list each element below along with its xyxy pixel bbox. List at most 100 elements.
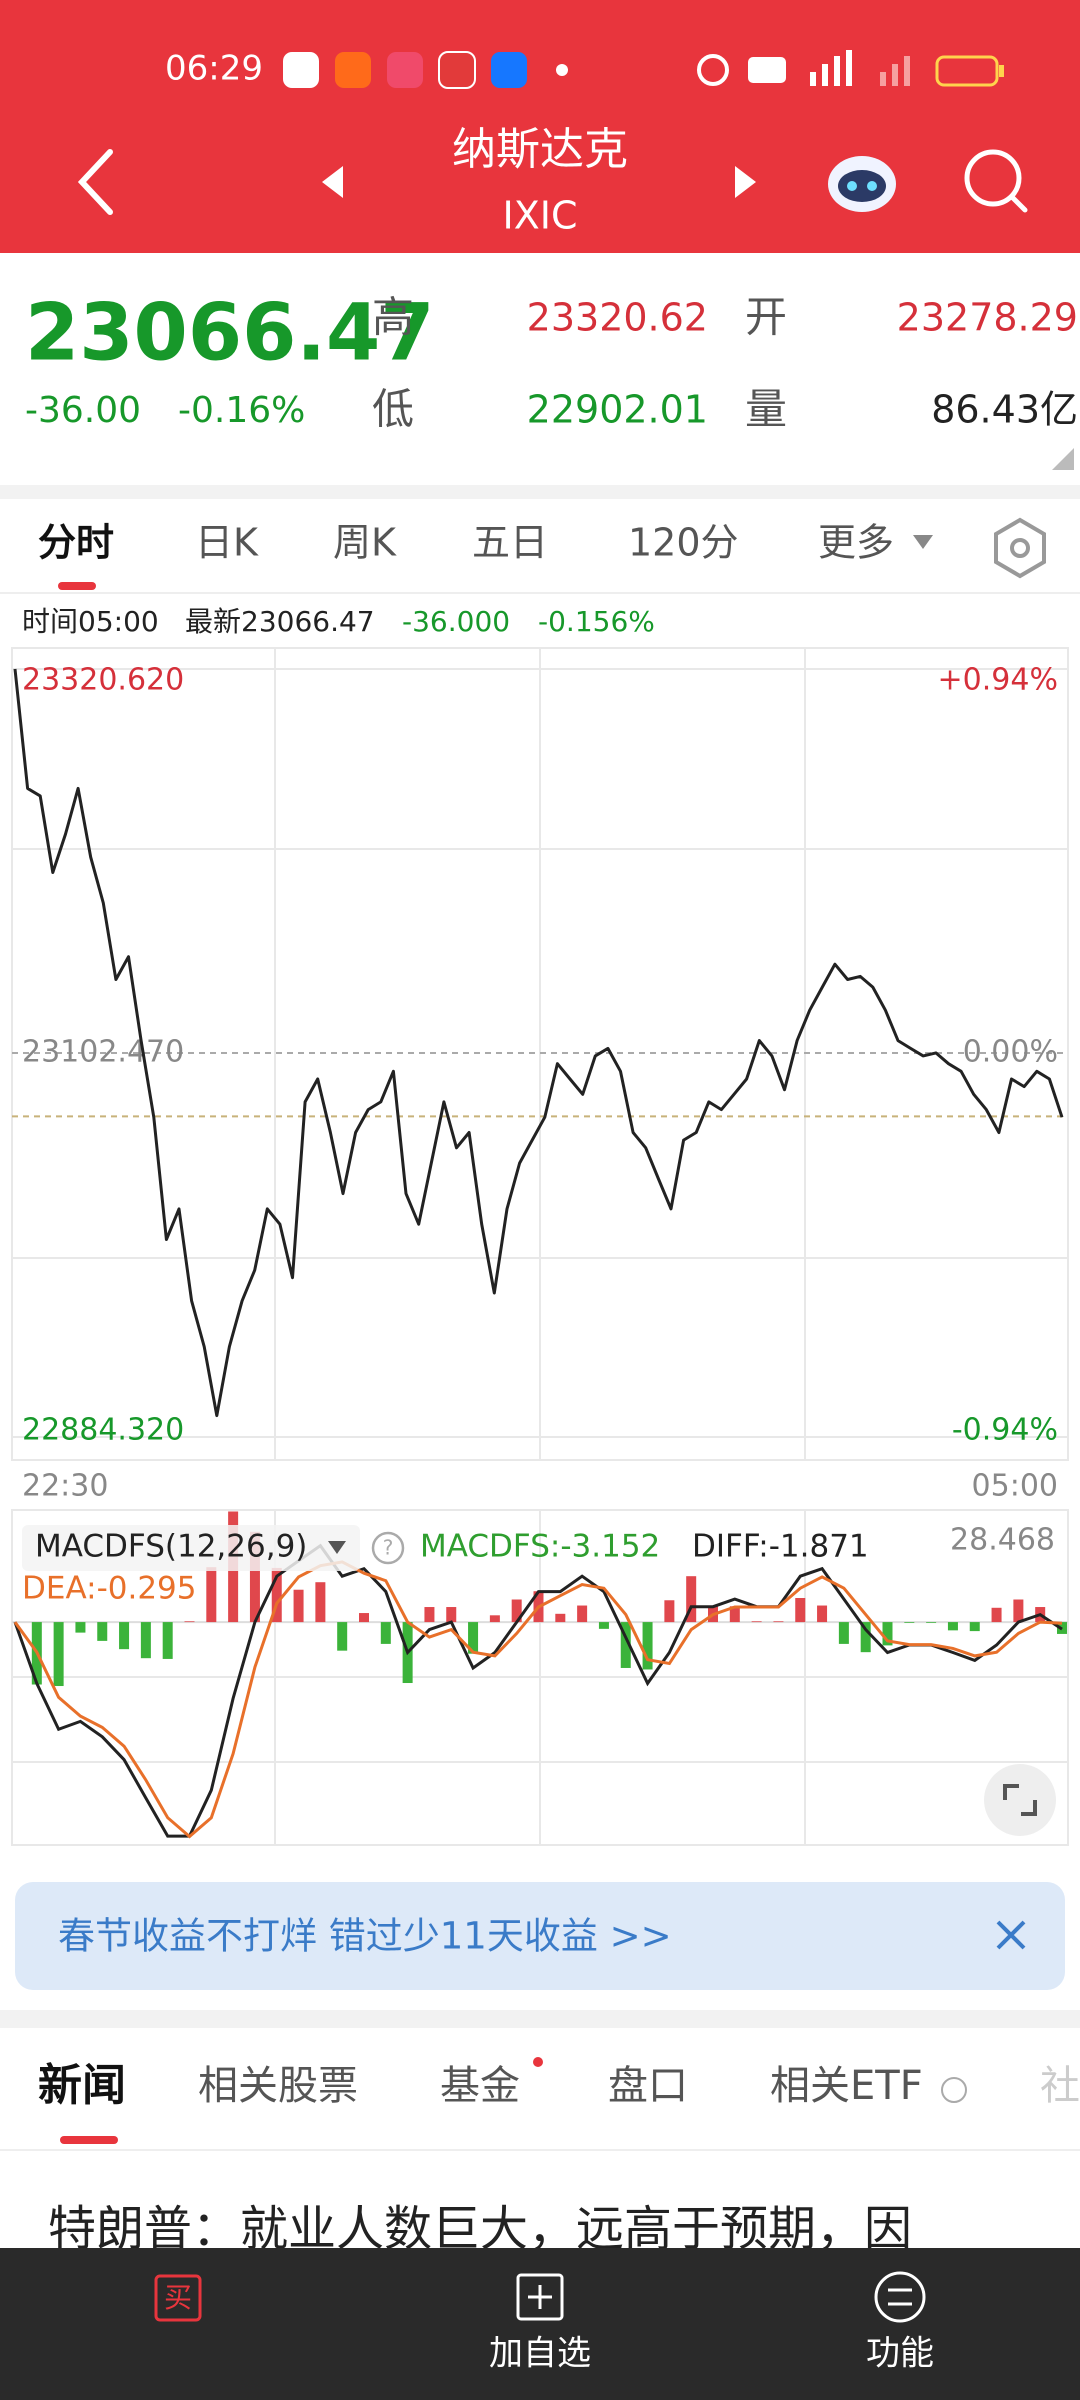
chart-tab[interactable]: 120分 — [628, 521, 739, 565]
macd-bar — [1013, 1599, 1024, 1623]
tab-indicator — [58, 582, 96, 590]
chart-tab[interactable]: 日K — [195, 521, 259, 565]
indicator-selector[interactable] — [22, 1525, 360, 1571]
change: -36.00 — [25, 390, 141, 431]
search-button[interactable] — [964, 149, 1028, 213]
macd-bar — [773, 1621, 784, 1623]
last-price: 23066.47 — [25, 288, 435, 378]
news-tab[interactable]: 新闻 — [38, 2060, 126, 2111]
next-index[interactable] — [735, 166, 756, 198]
header-bg — [0, 0, 1080, 253]
price-line — [13, 668, 1064, 1418]
close-banner[interactable] — [996, 1920, 1026, 1950]
macd-bar — [249, 1531, 260, 1623]
index-code: IXIC — [503, 194, 578, 238]
macd-bar — [206, 1567, 217, 1623]
x-label: 05:00 — [972, 1469, 1058, 1504]
x-label: 22:30 — [22, 1469, 108, 1504]
macd-bar — [642, 1622, 653, 1670]
macd-chart: 28.468 MACDFS:-3.152 DIFF:-1.871 DEA:-0.295 — [12, 1511, 1068, 1839]
macd-bar — [904, 1622, 915, 1623]
macd-bar — [271, 1567, 282, 1623]
info-change-pct: -0.156% — [538, 605, 655, 638]
macd-bar — [380, 1622, 391, 1644]
macd-bar — [359, 1613, 369, 1623]
watchlist-plus — [528, 2285, 552, 2309]
macd-legend: MACDFS:-3.152 — [420, 1529, 660, 1565]
chart-tabs: 分时 日K 周K 五日 120分 更多 — [38, 521, 894, 565]
macd-bar — [686, 1576, 697, 1623]
chart-tab[interactable]: 五日 — [472, 521, 548, 565]
news-tab[interactable]: 相关ETF — [770, 2063, 923, 2109]
macd-bar — [468, 1622, 479, 1654]
macd-bar — [947, 1622, 958, 1631]
macd-bar — [838, 1622, 849, 1644]
low: 22902.01 — [527, 388, 708, 432]
buy-icon[interactable] — [154, 2274, 202, 2322]
help-icon[interactable] — [371, 1531, 405, 1565]
status-time: 06:29 — [165, 49, 263, 89]
macd-bar — [729, 1606, 740, 1623]
macd-bar — [293, 1589, 304, 1623]
chart-tab[interactable]: 分时 — [38, 521, 114, 565]
macd-bar — [969, 1622, 980, 1632]
news-tab[interactable]: 基金 — [440, 2063, 520, 2109]
macd-bar — [555, 1613, 566, 1623]
macd-grid — [11, 1509, 1069, 1846]
indicator-arrow — [328, 1541, 346, 1554]
macd-bar — [337, 1622, 348, 1651]
macd-bar — [97, 1622, 108, 1641]
indicator-name[interactable]: MACDFS(12,26,9) — [35, 1529, 307, 1565]
news-headline[interactable]: 特朗普：就业人数巨大，远高于预期，因 — [48, 2201, 912, 2257]
more-arrow — [913, 535, 933, 549]
settings-button[interactable] — [994, 517, 1046, 579]
macd-bar — [119, 1622, 130, 1650]
price-chart: 22884.320 -0.94% 23102.470 0.00% 23320.620 +0… — [12, 663, 1068, 1504]
macd-bar — [75, 1622, 86, 1633]
macd-bar — [577, 1605, 588, 1623]
functions-icon[interactable] — [874, 2271, 926, 2323]
robot-button[interactable] — [828, 156, 896, 212]
high: 23320.62 — [527, 296, 708, 340]
promo-text[interactable]: 春节收益不打烊 错过少11天收益 >> — [58, 1915, 672, 1958]
macd-bar — [184, 1621, 195, 1623]
watchlist-icon[interactable] — [516, 2273, 564, 2321]
promo-banner[interactable] — [15, 1882, 1065, 1990]
macd-bar — [795, 1598, 806, 1623]
watchlist-label[interactable]: 加自选 — [489, 2334, 591, 2374]
macd-bar — [751, 1621, 762, 1623]
prev-index[interactable] — [322, 166, 343, 198]
bottom-bar — [0, 2248, 1080, 2400]
info-time: 时间05:00 — [22, 605, 159, 638]
back-button[interactable] — [77, 149, 113, 215]
macd-bar — [598, 1622, 609, 1629]
open: 23278.29 — [897, 296, 1078, 340]
macd-bar — [489, 1615, 500, 1623]
volume-label: 量 — [745, 385, 787, 434]
pct-label: +0.94% — [938, 663, 1058, 698]
fullscreen-button[interactable] — [984, 1764, 1056, 1836]
y-tick-label: 22884.320 — [22, 1413, 184, 1448]
functions-label[interactable]: 功能 — [866, 2334, 934, 2374]
news-tab[interactable]: 相关股票 — [198, 2063, 358, 2109]
pct-label: -0.94% — [952, 1413, 1058, 1448]
help-mark: ? — [383, 1536, 394, 1560]
news-tab[interactable]: 盘口 — [608, 2063, 688, 2109]
divider — [0, 485, 1080, 499]
expand-corner[interactable] — [1052, 448, 1074, 470]
macd-bar — [162, 1622, 173, 1659]
macd-bar — [991, 1607, 1002, 1623]
chart-tab[interactable]: 更多 — [818, 521, 894, 565]
dea-legend: DEA:-0.295 — [22, 1571, 197, 1607]
buy-label[interactable]: 买 — [164, 2281, 192, 2314]
chart-tab[interactable]: 周K — [333, 521, 397, 565]
news-tab[interactable]: 社 — [1040, 2063, 1080, 2109]
info-latest: 最新23066.47 — [185, 605, 375, 638]
macd-bar — [424, 1607, 435, 1623]
info-change: -36.000 — [402, 605, 510, 638]
etf-info-icon[interactable] — [941, 2077, 967, 2103]
diff-legend: DIFF:-1.871 — [692, 1529, 869, 1565]
macd-bar — [53, 1622, 64, 1687]
